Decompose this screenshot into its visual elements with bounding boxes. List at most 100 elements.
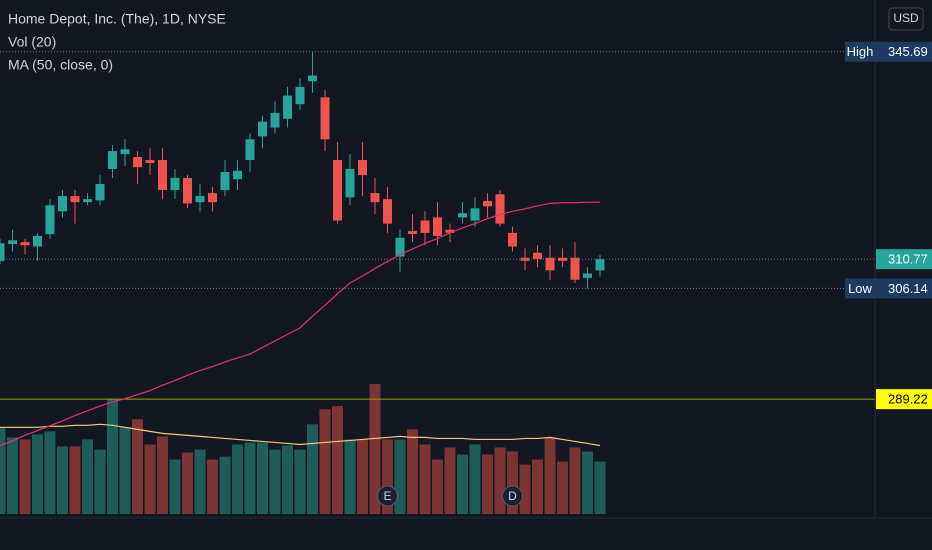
candle-body [208, 193, 217, 203]
volume-bar [69, 446, 81, 514]
volume-bar [82, 439, 93, 514]
candle-body [595, 259, 605, 271]
candle-body [233, 170, 242, 180]
candle-body [520, 257, 530, 261]
chart-title: Home Depot, Inc. (The), 1D, NYSE [8, 11, 226, 27]
candle-body [333, 160, 342, 221]
event-label: E [383, 489, 391, 503]
candle-body [45, 205, 55, 235]
currency[interactable]: USD [893, 11, 919, 25]
volume-bar [269, 449, 281, 514]
candle-body [383, 199, 392, 224]
candle-body [195, 196, 205, 203]
candle-body [33, 235, 42, 247]
event-label: D [508, 489, 517, 503]
candle-body [533, 252, 542, 259]
price-label: 289.22 [888, 392, 928, 407]
volume-bar [169, 459, 181, 514]
candle-body [458, 213, 467, 218]
volume-bar [532, 459, 543, 514]
volume-bar [244, 442, 256, 514]
volume-bar [119, 427, 131, 514]
candle-body [20, 242, 30, 246]
candle-body [70, 196, 80, 203]
volume-bar [182, 452, 193, 514]
volume-bar [219, 456, 231, 514]
volume-bar [257, 442, 268, 514]
candle-body [420, 220, 430, 233]
candle-body [58, 196, 67, 212]
volume-bar [419, 444, 431, 514]
candle-body [408, 230, 417, 235]
candle-body [145, 160, 155, 164]
volume-bar [344, 439, 356, 514]
candle-body [0, 243, 5, 261]
candle-body [95, 183, 105, 201]
candle-body [358, 160, 367, 175]
volume-bar [282, 445, 293, 514]
candle-body [8, 240, 17, 245]
volume-bar [594, 461, 606, 514]
candle-body [220, 171, 230, 191]
price-label-box [876, 249, 932, 270]
price-label-box [876, 389, 932, 410]
volume-bar [407, 429, 418, 514]
candle-body [470, 208, 480, 221]
candle-body [433, 217, 442, 236]
candle-body [545, 257, 555, 271]
candle-body [370, 193, 380, 203]
candle-body [558, 257, 567, 261]
volume-bar [432, 459, 443, 514]
price-line-name: High [847, 44, 874, 59]
volume-ma-line [0, 423, 601, 447]
currency-box[interactable] [888, 7, 924, 31]
volume-bar [507, 451, 518, 514]
volume-bar [207, 459, 218, 514]
ma-legend: MA (50, close, 0) [8, 57, 113, 73]
candle-body [395, 237, 405, 257]
volume-bar [332, 406, 343, 514]
volume-bar [157, 436, 168, 514]
candle-body [483, 200, 492, 207]
volume-bar [32, 434, 43, 514]
price-label: 310.77 [888, 252, 928, 267]
volume-bar [457, 454, 468, 514]
volume-bar [382, 439, 393, 514]
volume-bar [494, 447, 506, 514]
price-label-box [876, 41, 932, 62]
candle-body [295, 86, 305, 105]
volume-bar [369, 384, 381, 514]
event-marker [377, 485, 398, 507]
price-labels: 345.69 High 310.77 306.14 Low 289.22 [845, 41, 932, 410]
volume-bar [44, 431, 56, 514]
price-line-name-box [845, 41, 876, 62]
candle-body [158, 160, 167, 191]
candle-body [258, 121, 267, 137]
volume-legend: Vol (20) [8, 34, 56, 50]
volume-bar [357, 439, 368, 514]
volume-bar [519, 464, 531, 514]
volume-bar [307, 424, 318, 514]
price-label: 345.69 [888, 44, 928, 59]
candle-body [583, 273, 592, 278]
volume-bar [57, 446, 68, 514]
candle-body [570, 257, 580, 280]
candle-body [120, 149, 130, 155]
volume-bar [132, 419, 143, 514]
volume-bar [94, 449, 106, 514]
volume-bar [319, 409, 331, 514]
price-label: 306.14 [888, 281, 928, 296]
volume-bar [232, 444, 243, 514]
candle-body [308, 75, 317, 82]
volume-bar [469, 444, 481, 514]
volume-bar [194, 449, 206, 514]
volume-bar [394, 439, 406, 514]
volume-bar [107, 399, 118, 514]
ma-line [0, 201, 600, 447]
volume-bar [0, 427, 6, 514]
volume-bar [582, 451, 593, 514]
candle-body [283, 95, 292, 119]
volume-bar [7, 437, 18, 514]
candle-body [345, 168, 355, 198]
